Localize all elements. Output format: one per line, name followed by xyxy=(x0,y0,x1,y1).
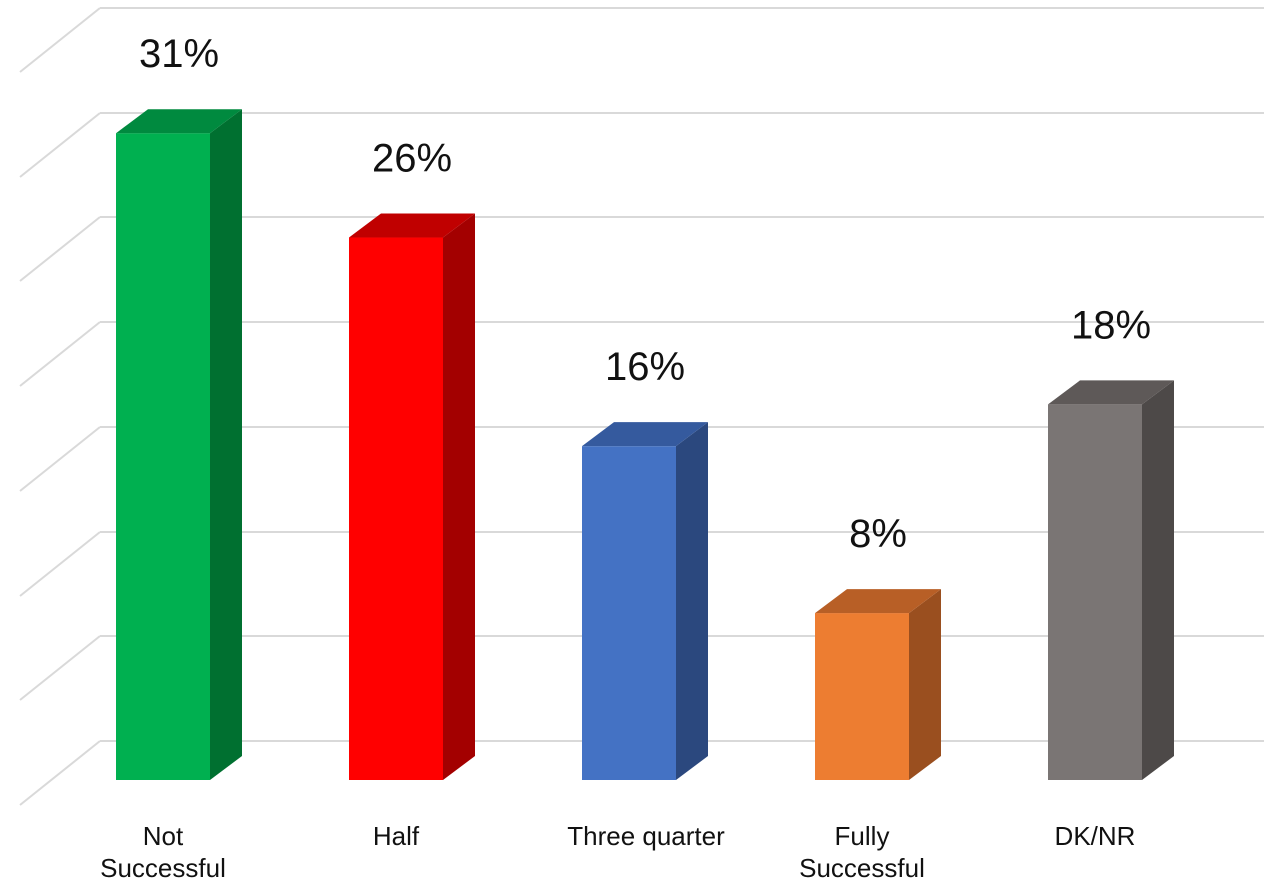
data-label: 18% xyxy=(1071,303,1151,347)
bar xyxy=(349,213,475,780)
category-label-fully-successful: Fully Successful xyxy=(799,821,925,883)
bar-side xyxy=(676,422,708,780)
bar-front xyxy=(349,237,443,780)
category-label-dk-nr: DK/NR xyxy=(1054,821,1136,851)
bar xyxy=(815,589,941,780)
bar-top xyxy=(815,589,941,614)
bar xyxy=(116,109,242,780)
gridline-depth xyxy=(19,426,101,492)
bar-top xyxy=(1048,380,1174,405)
bar-side xyxy=(210,109,242,780)
data-label: 16% xyxy=(605,345,685,389)
bar-top xyxy=(116,109,242,134)
category-label-not-successful: Not Successful xyxy=(100,821,226,883)
bar-front xyxy=(1048,404,1142,780)
category-label-half: Half xyxy=(372,821,420,851)
bars xyxy=(116,109,1174,780)
gridline-depth xyxy=(19,740,101,806)
bar-side xyxy=(909,589,941,780)
gridline-depth xyxy=(19,321,101,387)
value-labels: 31% 26% 16% 8% 18% xyxy=(139,32,1151,556)
gridline-depth xyxy=(19,112,101,178)
gridline-depth xyxy=(19,216,101,282)
bar-side xyxy=(1142,380,1174,780)
gridline-depth xyxy=(19,635,101,701)
bar-front xyxy=(582,446,676,780)
bar-side xyxy=(443,213,475,780)
data-label: 26% xyxy=(372,137,452,181)
bar-front xyxy=(116,133,210,780)
bar-top xyxy=(582,422,708,447)
bar-top xyxy=(349,213,475,238)
data-label: 8% xyxy=(849,512,907,556)
gridline-depth xyxy=(19,7,101,73)
data-label: 31% xyxy=(139,32,219,76)
gridline-depth xyxy=(19,531,101,597)
bar xyxy=(582,422,708,780)
category-label-three-quarter: Three quarter xyxy=(567,821,725,851)
bar xyxy=(1048,380,1174,780)
bar-front xyxy=(815,613,909,780)
